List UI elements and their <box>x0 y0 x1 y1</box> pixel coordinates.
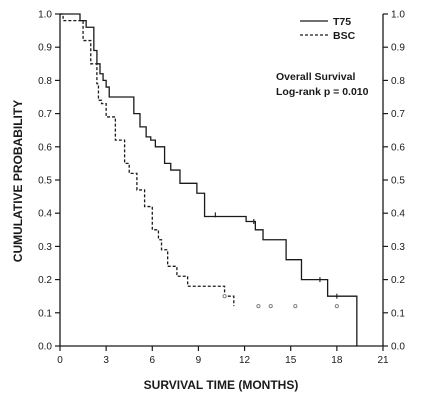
x-tick-label: 12 <box>239 355 251 366</box>
legend-label-t75: T75 <box>333 16 351 28</box>
y-tick-label-left: 1.0 <box>38 10 52 21</box>
y-tick-label-right: 0.7 <box>391 109 405 120</box>
y-tick-label-left: 0.8 <box>38 76 52 87</box>
y-tick-label-right: 0.4 <box>391 209 405 220</box>
x-tick-label: 0 <box>57 355 63 366</box>
series-line-bsc <box>60 13 235 307</box>
y-tick-label-left: 0.2 <box>38 275 52 286</box>
x-tick-label: 15 <box>285 355 297 366</box>
y-tick-label-left: 0.7 <box>38 109 52 120</box>
censor-mark-bsc <box>222 294 227 299</box>
x-tick-label: 9 <box>196 355 202 366</box>
y-tick-label-right: 0.2 <box>391 275 405 286</box>
y-tick-label-left: 0.9 <box>38 43 52 54</box>
x-tick-label: 6 <box>150 355 156 366</box>
x-tick-label: 18 <box>331 355 343 366</box>
y-tick-label-right: 0.8 <box>391 76 405 87</box>
y-tick-label-right: 0.0 <box>391 342 405 353</box>
series-line-t75 <box>60 13 358 346</box>
x-axis-title: SURVIVAL TIME (MONTHS) <box>144 378 299 392</box>
series-layer <box>60 13 358 346</box>
annotation-line-1: Overall Survival <box>276 71 355 83</box>
y-tick-label-left: 0.3 <box>38 242 52 253</box>
censor-mark-bsc <box>334 304 339 309</box>
y-tick-label-left: 0.5 <box>38 176 52 187</box>
x-axis-ticks: 0 3 6 9 12 15 18 21 <box>57 346 389 366</box>
legend: T75 BSC <box>300 16 356 42</box>
y-tick-label-left: 0.0 <box>38 342 52 353</box>
y-axis-title: CUMULATIVE PROBABILITY <box>11 100 25 262</box>
y-tick-label-left: 0.1 <box>38 308 52 319</box>
censor-mark-bsc <box>268 304 273 309</box>
y-axis-ticks-left: 0.0 0.1 0.2 0.3 0.4 0.5 0.6 0.7 0.8 0.9 1.0 <box>38 10 60 353</box>
y-axis-ticks-right: 0.0 0.1 0.2 0.3 0.4 0.5 0.6 0.7 0.8 0.9 1.0 <box>383 10 405 353</box>
y-tick-label-right: 0.9 <box>391 43 405 54</box>
legend-label-bsc: BSC <box>333 30 356 42</box>
censor-mark-bsc <box>256 304 261 309</box>
y-tick-label-right: 1.0 <box>391 10 405 21</box>
annotation-line-2: Log-rank p = 0.010 <box>276 86 369 98</box>
y-tick-label-left: 0.6 <box>38 142 52 153</box>
censor-mark-bsc <box>293 304 298 309</box>
x-tick-label: 21 <box>377 355 389 366</box>
x-tick-label: 3 <box>103 355 109 366</box>
y-tick-label-right: 0.5 <box>391 176 405 187</box>
y-tick-label-right: 0.3 <box>391 242 405 253</box>
y-tick-label-left: 0.4 <box>38 209 52 220</box>
y-tick-label-right: 0.6 <box>391 142 405 153</box>
y-tick-label-right: 0.1 <box>391 308 405 319</box>
